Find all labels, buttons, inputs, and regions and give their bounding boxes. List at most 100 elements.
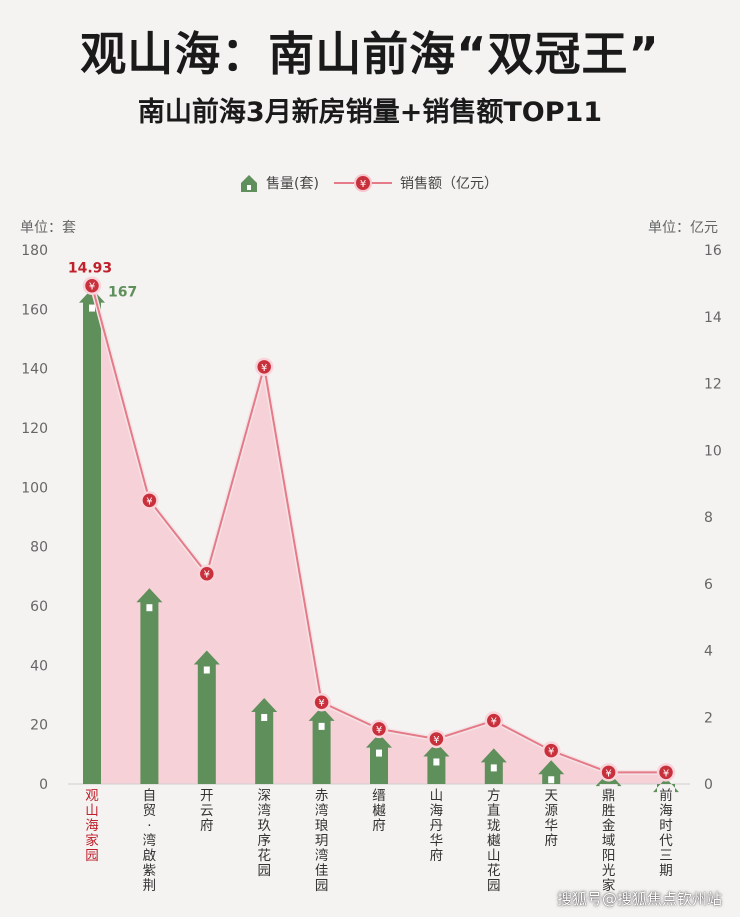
revenue-marker-symbol: ¥ [548,747,554,758]
revenue-point: ¥ [369,719,389,739]
bar [308,706,335,784]
category-label-char: 域 [602,833,616,849]
revenue-marker-symbol: ¥ [318,698,324,709]
bar-shape [251,697,278,784]
category-label-char: 代 [659,833,673,849]
bar [423,742,450,784]
category-label-char: 府 [544,833,558,849]
revenue-marker [427,729,446,749]
category-label-char: 荆 [143,878,157,894]
category-label-char: 园 [85,848,99,864]
bar [480,748,507,784]
category-label-char: 云 [200,803,214,819]
revenue-point: ¥ [254,357,274,377]
legend-revenue: ¥ 销售额（亿元） [332,172,498,194]
category-label-char: 花 [257,848,271,864]
bar-window [490,764,497,772]
right-axis-tick-label: 2 [704,710,713,726]
category-label-char: 家 [602,877,616,894]
category-label-char: 开 [200,788,214,804]
category-label-char: 海 [85,818,99,834]
category-label-char: 光 [602,863,616,879]
revenue-marker-symbol: ¥ [491,717,497,728]
revenue-marker [140,491,159,510]
chart-legend: 售量(套) ¥ 销售额（亿元） [0,172,740,198]
bar-shape [308,706,335,784]
revenue-marker-symbol: ¥ [146,496,152,507]
yen-line-icon: ¥ [334,174,392,192]
bar-shape [136,588,163,784]
bar-shape [193,650,220,784]
category-label-char: 方 [487,788,501,804]
right-axis-tick-label: 16 [704,243,722,259]
left-axis-tick-label: 140 [21,362,48,378]
category-label-char: 鼎 [602,788,616,804]
category-label-char: 啟 [143,848,157,864]
bar-window [605,788,612,796]
category-label-char: 湾 [257,802,271,819]
bar-shape [366,733,392,784]
revenue-point: ¥ [312,692,331,712]
category-label-char: 府 [200,818,214,834]
category-label-char: 期 [659,863,673,879]
svg-text:¥: ¥ [360,179,366,190]
bar [136,588,163,784]
left-axis-tick-label: 120 [21,421,48,437]
bar-window [433,758,440,766]
left-axis-tick-label: 20 [30,718,48,734]
category-label-char: 紫 [143,863,157,879]
legend-revenue-label: 销售额（亿元） [400,176,498,192]
category-label-char: 缙 [372,788,386,804]
revenue-marker [369,719,389,739]
revenue-point: ¥ [484,711,504,730]
category-label-char: 华 [544,818,558,834]
revenue-marker-symbol: ¥ [376,725,382,736]
left-axis-tick-label: 80 [30,540,48,556]
category-label-char: 三 [659,848,673,864]
right-axis-tick-label: 12 [704,377,722,393]
bar [251,697,278,784]
left-axis-tick-label: 100 [21,480,48,496]
category-label-char: 赤 [315,788,329,804]
category-label-char: 湾 [315,802,329,819]
left-axis-tick-label: 180 [21,243,48,259]
page-title: 观山海：南山前海“双冠王” [80,27,660,81]
category-label-char: 金 [602,818,616,834]
category-label-char: 阳 [602,848,616,864]
legend-volume-label: 售量(套) [266,176,319,192]
bar [193,650,220,784]
left-axis-tick-label: 60 [30,599,48,615]
revenue-marker-symbol: ¥ [89,282,95,293]
volume-data-label: 167 [108,285,137,301]
category-label-char: 自 [143,788,157,804]
revenue-marker [484,711,504,730]
revenue-area [92,285,666,784]
bar-window [548,776,555,784]
category-label-char: 湾 [315,847,329,864]
revenue-marker [254,357,274,377]
category-label-char: 琅 [315,818,329,834]
category-label-char: 观 [85,788,99,804]
category-label-char: · [147,818,151,834]
category-label-char: 前 [659,787,673,804]
category-label-char: 花 [487,863,501,879]
legend-volume: 售量(套) [238,172,319,194]
bar-window [663,794,669,802]
category-label-char: 华 [430,833,444,849]
revenue-marker [197,564,217,583]
revenue-marker-symbol: ¥ [261,363,267,374]
revenue-point: ¥ [656,763,676,782]
revenue-marker-symbol: ¥ [663,768,669,779]
category-label-char: 丹 [430,818,444,834]
bar [538,760,565,784]
watermark: 搜狐号@搜狐焦点钦州站 [556,890,722,908]
bar-shape [79,288,105,784]
category-label-char: 贸 [143,803,157,819]
right-axis-unit: 单位：亿元 [648,220,718,236]
category-label-char: 序 [257,833,271,849]
revenue-point: ¥ [541,741,561,760]
revenue-marker [656,763,676,782]
category-label-char: 胜 [602,803,616,819]
left-axis-tick-label: 0 [39,777,48,793]
bar-window [89,304,95,312]
